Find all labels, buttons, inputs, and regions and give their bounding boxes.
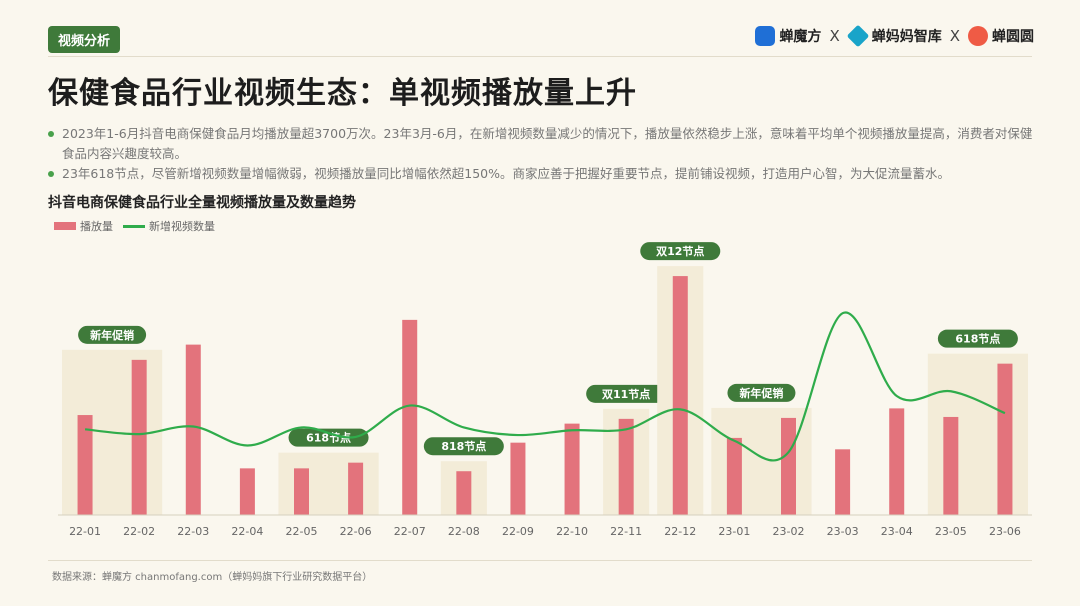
event-badge-label: 818节点 bbox=[441, 439, 486, 453]
event-badge-label: 双11节点 bbox=[602, 387, 650, 401]
brand-name: 蝉魔方 bbox=[779, 29, 822, 45]
bar-views bbox=[510, 442, 526, 515]
x-tick-label: 22-01 bbox=[69, 525, 101, 538]
section-tag: 视频分析 bbox=[48, 26, 121, 53]
bar-views bbox=[294, 468, 309, 515]
event-badge bbox=[78, 325, 147, 344]
chart-title: 抖音电商保健食品行业全量视频播放量及数量趋势 bbox=[48, 195, 356, 211]
highlight-zone bbox=[711, 407, 812, 515]
event-badge bbox=[586, 384, 667, 403]
legend-item-new-videos: 新增视频数量 bbox=[123, 218, 215, 234]
footer-divider bbox=[48, 560, 1032, 561]
event-badge-label: 618节点 bbox=[306, 431, 351, 445]
x-tick-label: 22-11 bbox=[610, 525, 642, 538]
event-badge bbox=[423, 437, 504, 456]
event-badge-label: 新年促销 bbox=[739, 386, 783, 400]
event-badge bbox=[937, 329, 1018, 348]
brand-separator: X bbox=[949, 27, 960, 45]
header-divider bbox=[48, 56, 1032, 57]
brand-chanyuanyuan: 蝉圆圆 bbox=[968, 26, 1034, 46]
event-badge bbox=[640, 242, 721, 261]
x-tick-label: 22-04 bbox=[231, 525, 263, 538]
event-badge bbox=[727, 383, 796, 402]
brand-chanmama: 蝉妈妈智库 bbox=[846, 24, 942, 48]
summary-bullets: 2023年1-6月抖音电商保健食品月均播放量超3700万次。23年3月-6月，在… bbox=[48, 124, 1038, 184]
brand-bar: 蝉魔方 X 蝉妈妈智库 X 蝉圆圆 bbox=[755, 24, 1034, 48]
chart-legend: 播放量 新增视频数量 bbox=[54, 218, 215, 234]
x-tick-label: 22-07 bbox=[394, 525, 426, 538]
x-tick-label: 22-06 bbox=[340, 525, 372, 538]
legend-line-swatch bbox=[123, 224, 145, 228]
x-tick-label: 22-02 bbox=[123, 525, 155, 538]
x-tick-label: 23-05 bbox=[935, 525, 967, 538]
bar-views bbox=[564, 423, 580, 515]
legend-label-new-videos: 新增视频数量 bbox=[149, 220, 215, 233]
event-badge-label: 双12节点 bbox=[656, 244, 704, 258]
brand-separator: X bbox=[829, 27, 840, 45]
brand-name: 蝉妈妈智库 bbox=[871, 29, 942, 45]
chanyuanyuan-logo-icon bbox=[968, 26, 988, 46]
bullet-item: 2023年1-6月抖音电商保健食品月均播放量超3700万次。23年3月-6月，在… bbox=[48, 124, 1038, 164]
x-tick-label: 23-02 bbox=[773, 525, 805, 538]
brand-name: 蝉圆圆 bbox=[992, 29, 1034, 45]
legend-label-views: 播放量 bbox=[80, 220, 113, 233]
brand-chanmofang: 蝉魔方 bbox=[755, 26, 821, 46]
bar-views bbox=[889, 408, 905, 515]
x-tick-label: 23-06 bbox=[989, 525, 1021, 538]
x-tick-label: 23-04 bbox=[881, 525, 913, 538]
chanmofang-logo-icon bbox=[755, 26, 776, 46]
bar-views bbox=[77, 415, 93, 515]
highlight-zone bbox=[927, 353, 1028, 515]
event-badge-label: 618节点 bbox=[955, 332, 1000, 346]
x-tick-label: 22-10 bbox=[556, 525, 588, 538]
bullet-item: 23年618节点，尽管新增视频数量增幅微弱，视频播放量同比增幅依然超150%。商… bbox=[48, 164, 1038, 184]
bar-views bbox=[672, 276, 688, 515]
bar-views bbox=[943, 416, 959, 515]
data-source: 数据来源：蝉魔方 chanmofang.com（蝉妈妈旗下行业研究数据平台） bbox=[52, 572, 373, 583]
bar-views bbox=[402, 319, 418, 515]
x-tick-label: 22-08 bbox=[448, 525, 480, 538]
page-title: 保健食品行业视频生态：单视频播放量上升 bbox=[48, 76, 637, 111]
bar-views bbox=[835, 449, 851, 515]
x-tick-label: 23-03 bbox=[827, 525, 859, 538]
legend-item-views: 播放量 bbox=[54, 218, 113, 234]
x-tick-label: 22-12 bbox=[664, 525, 696, 538]
event-badge bbox=[288, 428, 369, 447]
bar-views bbox=[348, 462, 364, 515]
legend-bar-swatch bbox=[54, 222, 76, 230]
line-new-videos bbox=[84, 311, 1006, 462]
x-tick-label: 22-05 bbox=[286, 525, 318, 538]
event-badge-label: 新年促销 bbox=[90, 328, 134, 342]
bar-views bbox=[456, 471, 472, 515]
bar-views bbox=[781, 417, 796, 515]
x-tick-label: 22-09 bbox=[502, 525, 534, 538]
x-tick-label: 22-03 bbox=[177, 525, 209, 538]
x-tick-label: 23-01 bbox=[718, 525, 750, 538]
bar-views bbox=[997, 363, 1013, 515]
bar-views bbox=[618, 418, 634, 515]
highlight-zone bbox=[278, 452, 379, 515]
bar-views bbox=[131, 359, 147, 515]
bar-views bbox=[726, 437, 742, 515]
bar-views bbox=[239, 468, 255, 515]
bar-views bbox=[185, 344, 201, 515]
